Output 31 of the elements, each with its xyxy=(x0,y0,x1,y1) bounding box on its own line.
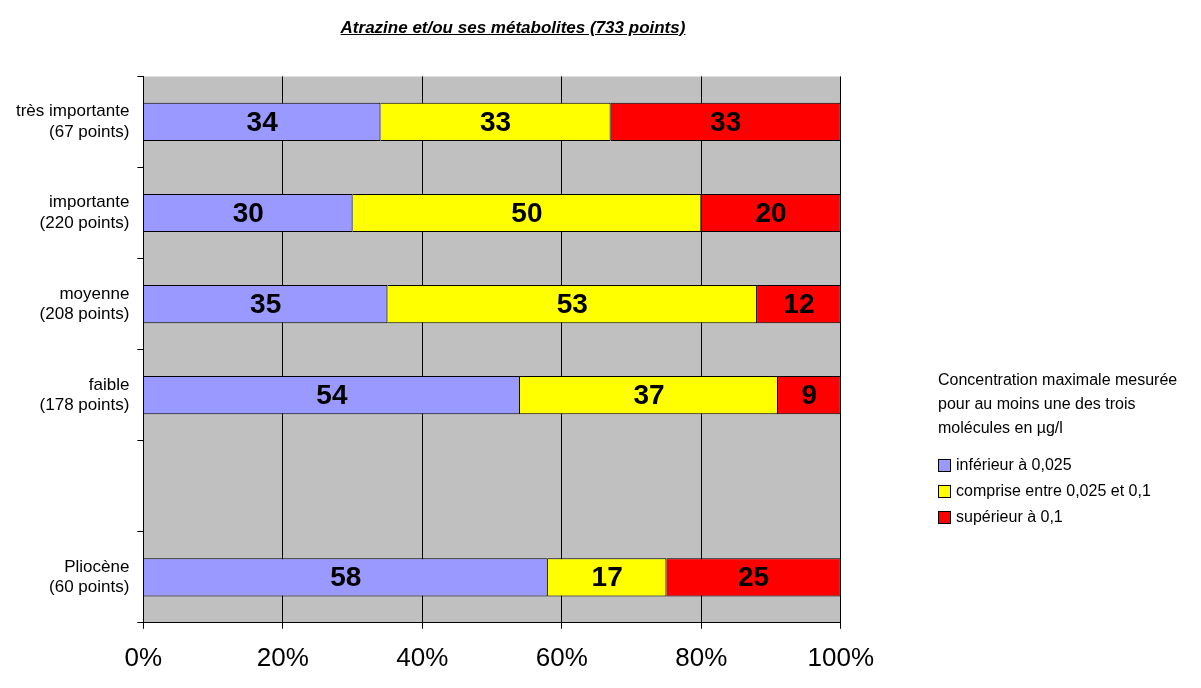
data-label: 58 xyxy=(330,560,362,592)
y-tick-label: Pliocène (60 points) xyxy=(49,556,130,597)
legend-label: supérieur à 0,1 xyxy=(956,508,1063,526)
data-label: 50 xyxy=(511,196,543,228)
data-label: 37 xyxy=(633,378,665,410)
x-tick-label: 60% xyxy=(535,641,588,672)
data-label: 34 xyxy=(246,105,279,137)
y-tick-label: importante (220 points) xyxy=(39,192,130,232)
legend-label: inférieur à 0,025 xyxy=(956,456,1072,474)
y-tick-label: très importante (67 points) xyxy=(15,101,130,141)
x-tick-label: 100% xyxy=(807,641,874,672)
chart-title: Atrazine et/ou ses métabolites (733 points) xyxy=(339,18,687,38)
x-tick-label: 0% xyxy=(124,641,163,672)
legend-title: Concentration maximale mesurée pour au moins une des trois molécules en µg/l xyxy=(938,370,1179,438)
data-label: 54 xyxy=(316,378,348,410)
x-tick-label: 40% xyxy=(396,641,449,672)
data-label: 30 xyxy=(232,196,264,228)
data-label: 25 xyxy=(738,560,770,592)
legend-label: comprise entre 0,025 et 0,1 xyxy=(956,482,1151,500)
data-label: 35 xyxy=(250,287,282,319)
data-label: 9 xyxy=(801,378,818,410)
data-label: 17 xyxy=(591,560,623,592)
y-tick-label: faible (178 points) xyxy=(39,374,130,415)
data-label: 20 xyxy=(755,196,787,228)
data-label: 33 xyxy=(479,105,512,137)
x-tick-label: 20% xyxy=(256,641,309,672)
data-label: 33 xyxy=(710,105,742,137)
x-tick-label: 80% xyxy=(675,641,728,672)
data-label: 53 xyxy=(556,287,588,319)
data-label: 12 xyxy=(783,287,815,319)
y-tick-label: moyenne (208 points) xyxy=(39,283,130,323)
